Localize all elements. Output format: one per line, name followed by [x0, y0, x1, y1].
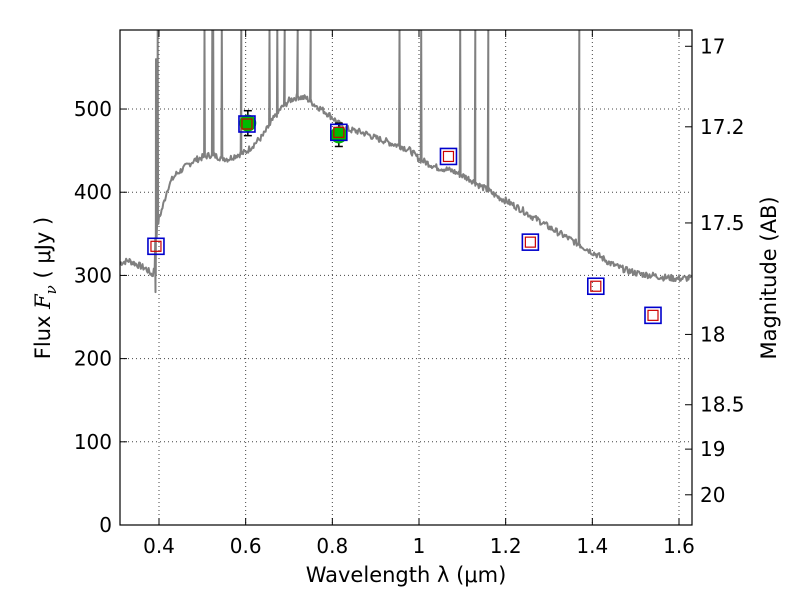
model-square-inner	[333, 126, 345, 138]
model-square-inner	[241, 118, 253, 130]
model-square	[439, 147, 458, 166]
model-square	[521, 233, 540, 251]
model-square	[644, 306, 662, 325]
x-axis-label: Wavelength λ (μm)	[306, 563, 507, 587]
y-axis-label-suffix: ( μJy )	[31, 217, 55, 285]
x-tick-label: 1.4	[576, 534, 608, 558]
model-square-inner	[647, 309, 659, 321]
y-axis-label: Flux Fν ( μJy )	[31, 217, 60, 359]
y2-tick-label: 18	[700, 322, 725, 346]
y2-tick-label: 19	[700, 437, 725, 461]
axes-frame	[119, 29, 693, 526]
y-tick-label: 200	[74, 347, 112, 371]
model-square	[330, 123, 348, 142]
model-square-inner	[442, 150, 455, 163]
model-square	[238, 115, 256, 133]
plot-area	[120, 30, 692, 325]
model-square	[147, 237, 165, 256]
y-tick-label: 0	[99, 513, 112, 537]
y-axis-label-prefix: Flux	[31, 309, 55, 359]
y2-axis-label: Magnitude (AB)	[757, 196, 781, 359]
y-axis-label-subscript: ν	[42, 285, 60, 294]
y2-tick-label: 18.5	[700, 393, 745, 417]
x-tick-label: 0.6	[230, 534, 262, 558]
model-square-inner	[524, 236, 536, 248]
model-square-inner	[590, 280, 602, 292]
x-tick-label: 0.4	[143, 534, 175, 558]
y2-tick-label: 17.2	[700, 115, 745, 139]
x-tick-label: 1.2	[490, 534, 522, 558]
x-tick-label: 1	[413, 534, 426, 558]
y-tick-label: 300	[74, 263, 112, 287]
spectrum-line	[120, 30, 692, 294]
y2-tick-label: 20	[700, 483, 725, 507]
x-tick-label: 1.6	[663, 534, 695, 558]
y-axis-label-symbol: F	[31, 293, 55, 310]
plot-content	[120, 30, 692, 325]
y-tick-label: 400	[74, 180, 112, 204]
grid	[120, 30, 692, 526]
model-square-inner	[150, 240, 162, 252]
y2-tick-label: 17.5	[700, 211, 745, 235]
y-tick-label: 100	[74, 430, 112, 454]
ticks: 0.4 0.6 0.8 1 1.2 1.4 1.6 0 100 200 300 400 500 17 17.…	[74, 30, 745, 558]
x-tick-label: 0.8	[316, 534, 348, 558]
y-tick-label: 500	[74, 97, 112, 121]
y2-tick-label: 17	[700, 34, 725, 58]
model-square	[586, 277, 605, 296]
